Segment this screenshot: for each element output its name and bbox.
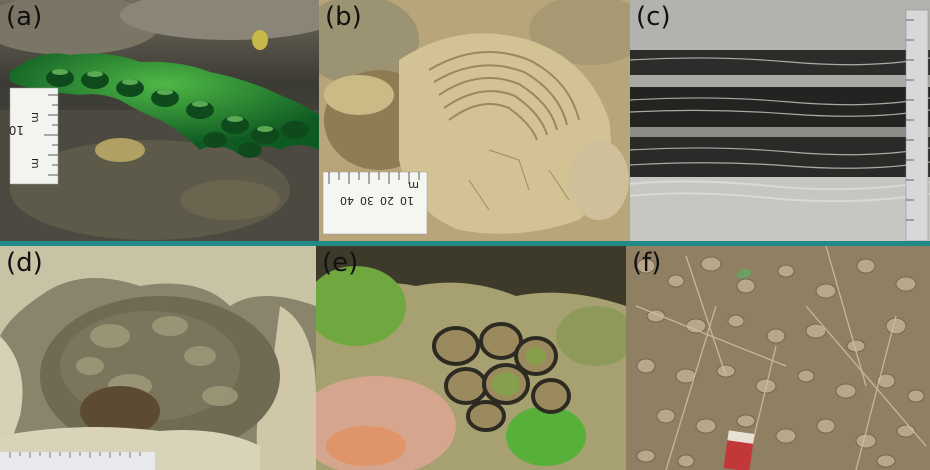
panel-c-photo [630, 0, 930, 241]
panel-b: 10 20 30 40 m (b) [319, 0, 630, 241]
panel-d-photo [0, 246, 316, 470]
panel-a-photo: m 10 m [0, 0, 319, 241]
ruler-number: 30 [360, 194, 374, 207]
ruler-unit-label: m [29, 112, 42, 123]
ruler-number: 40 [340, 194, 354, 207]
ruler-number: 20 [380, 194, 394, 207]
panel-a: m 10 m (a) [0, 0, 319, 241]
ruler-unit-label: m [29, 158, 42, 169]
panel-e: (e) [316, 246, 626, 470]
panel-e-photo [316, 246, 626, 470]
panel-f-photo [626, 246, 930, 470]
panel-label-a: (a) [6, 2, 43, 32]
ruler-number: 10 [400, 194, 414, 207]
panel-label-d: (d) [6, 248, 43, 278]
panel-label-b: (b) [325, 2, 362, 32]
row-divider [0, 241, 930, 246]
ruler [905, 9, 929, 241]
panel-d: (d) [0, 246, 316, 470]
ruler [9, 87, 59, 185]
panel-label-f: (f) [632, 248, 662, 278]
ruler [0, 452, 155, 470]
panel-c: (c) [630, 0, 930, 241]
panel-b-photo: 10 20 30 40 m [319, 0, 630, 241]
ruler-number: 10 [9, 123, 24, 137]
panel-label-e: (e) [322, 248, 359, 278]
ruler-unit-label: m [408, 179, 419, 192]
panel-f: (f) [626, 246, 930, 470]
ruler [322, 171, 428, 235]
panel-label-c: (c) [636, 2, 671, 32]
